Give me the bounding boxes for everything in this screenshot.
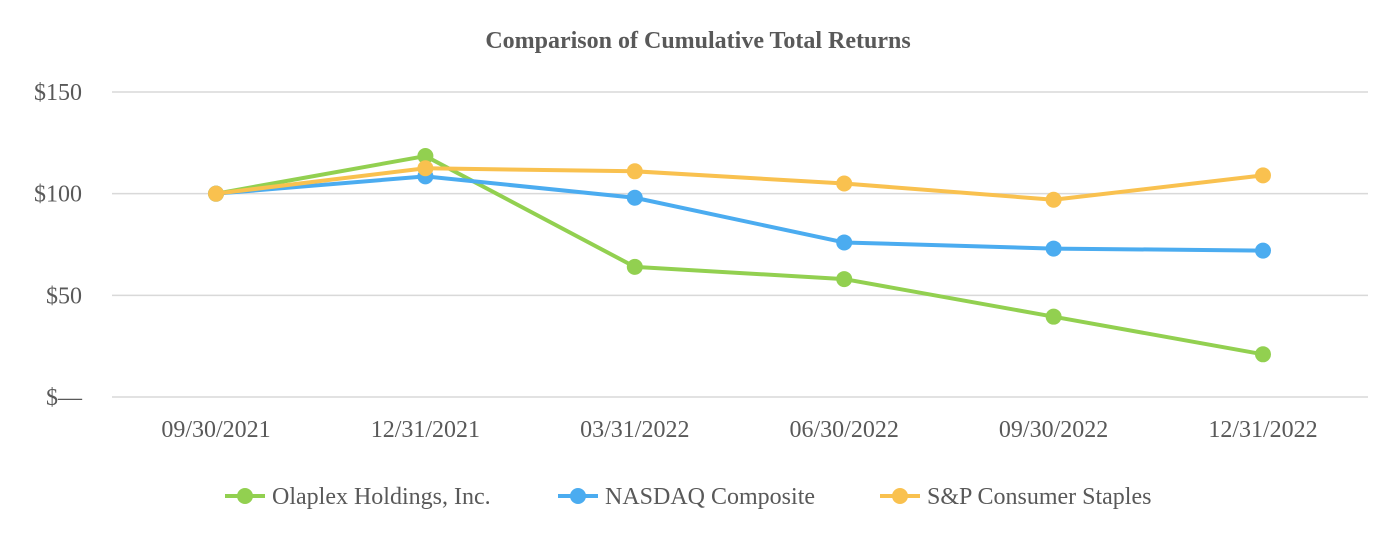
legend-marker	[237, 488, 253, 504]
data-point	[836, 234, 853, 251]
data-point	[836, 175, 853, 192]
data-point	[1045, 191, 1062, 208]
chart-title: Comparison of Cumulative Total Returns	[485, 28, 910, 54]
data-point	[1045, 240, 1062, 257]
data-point	[1255, 242, 1271, 259]
x-tick-label: 12/31/2021	[371, 417, 480, 443]
x-tick-label: 03/31/2022	[580, 417, 689, 443]
x-axis-ticks: 09/30/2021 12/31/2021 03/31/2022 06/30/2022…	[161, 417, 1317, 443]
data-point	[836, 271, 853, 288]
gridlines	[112, 91, 1368, 398]
data-point	[626, 163, 643, 180]
legend: Olaplex Holdings, Inc. NASDAQ Composite S&…	[225, 484, 1151, 510]
y-tick-label: $—	[46, 385, 83, 411]
y-tick-label: $50	[46, 283, 82, 309]
legend-marker	[892, 488, 908, 504]
data-point	[1255, 346, 1271, 363]
series-line	[215, 166, 1264, 202]
data-point	[417, 160, 434, 177]
y-tick-label: $150	[34, 80, 82, 106]
data-point	[626, 258, 643, 275]
legend-item: S&P Consumer Staples	[880, 484, 1151, 510]
data-point	[208, 185, 224, 202]
series-1	[208, 168, 1271, 259]
x-tick-label: 06/30/2022	[790, 417, 899, 443]
x-tick-label: 12/31/2022	[1208, 417, 1317, 443]
data-point	[417, 148, 434, 165]
series-lines	[208, 148, 1271, 363]
legend-label: NASDAQ Composite	[605, 484, 815, 510]
data-point	[626, 189, 643, 206]
legend-label: S&P Consumer Staples	[927, 484, 1151, 510]
legend-item: Olaplex Holdings, Inc.	[225, 484, 491, 510]
data-point	[1045, 308, 1062, 325]
y-axis-ticks: $— $50 $100 $150	[34, 80, 83, 411]
legend-marker	[570, 488, 586, 504]
x-tick-label: 09/30/2022	[999, 417, 1108, 443]
x-tick-label: 09/30/2021	[161, 417, 270, 443]
series-line	[215, 154, 1264, 357]
legend-item: NASDAQ Composite	[558, 484, 815, 510]
legend-label: Olaplex Holdings, Inc.	[272, 484, 491, 510]
series-2	[208, 160, 1271, 208]
y-tick-label: $100	[34, 182, 82, 208]
series-line	[215, 174, 1264, 253]
data-point	[1255, 167, 1271, 184]
